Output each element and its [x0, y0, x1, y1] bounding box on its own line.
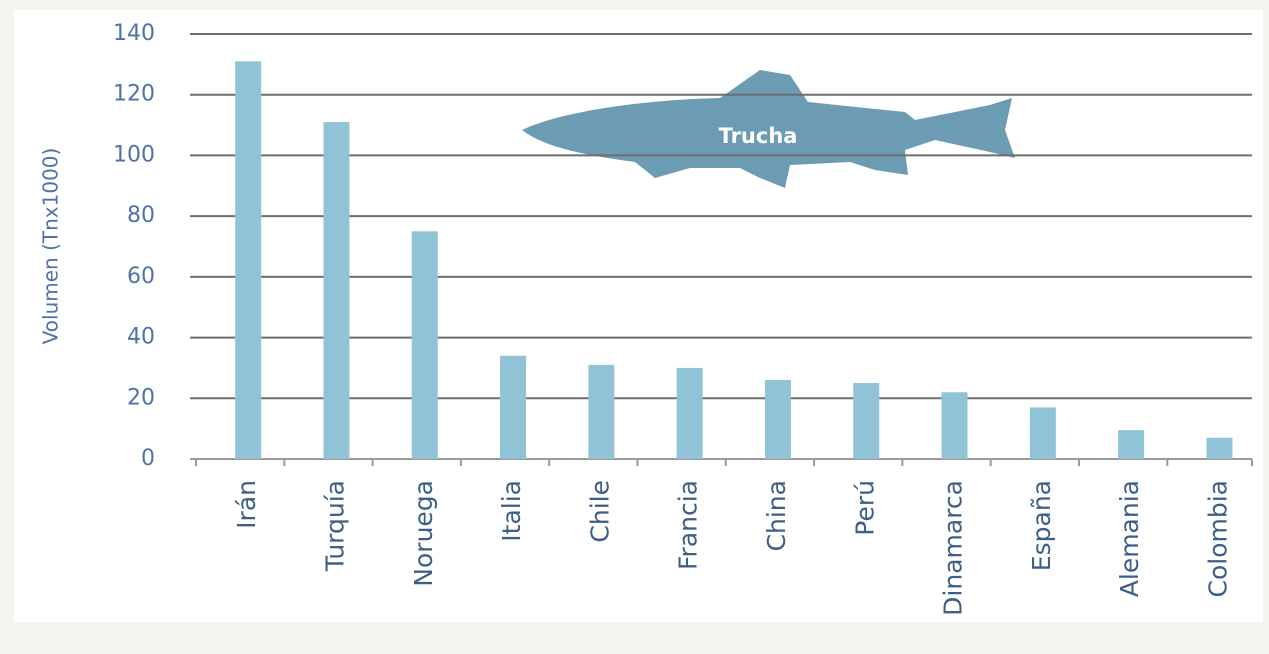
bar: [1029, 407, 1056, 459]
x-tick-label: Alemania: [1115, 480, 1144, 597]
x-tick-label: Turquía: [320, 480, 349, 572]
bar: [500, 355, 527, 459]
x-tick-label: Francia: [674, 480, 703, 570]
y-axis-label: Volumen (Tnx1000): [39, 148, 63, 345]
x-tick-label: Italia: [497, 480, 526, 542]
x-tick-label: Dinamarca: [939, 480, 968, 616]
y-tick-label: 120: [113, 82, 155, 107]
bar: [853, 383, 880, 459]
annotation-text: Trucha: [719, 124, 798, 148]
fish-shape: [522, 70, 1015, 188]
bar: [1206, 437, 1233, 459]
bar: [588, 364, 615, 459]
y-tick-label: 40: [127, 325, 155, 350]
y-tick-label: 80: [127, 203, 155, 228]
x-tick-label: Chile: [585, 480, 614, 543]
bar: [1118, 430, 1145, 459]
y-tick-label: 140: [113, 21, 155, 46]
bar: [676, 367, 703, 459]
y-tick-label: 100: [113, 142, 155, 167]
bar: [323, 122, 350, 460]
x-tick-label: Perú: [850, 480, 879, 536]
bar: [235, 61, 262, 459]
bar: [411, 231, 438, 459]
fish-annotation: Trucha: [522, 70, 1015, 188]
x-tick-label: Colombia: [1203, 480, 1232, 597]
y-tick-label: 0: [141, 446, 155, 471]
y-tick-label: 60: [127, 264, 155, 289]
plot-panel: [14, 10, 1263, 622]
bar: [941, 392, 968, 459]
x-tick-label: España: [1027, 480, 1056, 571]
x-tick-label: China: [762, 480, 791, 551]
x-tick-label: Noruega: [409, 480, 438, 587]
bar: [764, 380, 791, 459]
x-tick-label: Irán: [232, 480, 261, 529]
y-tick-label: 20: [127, 385, 155, 410]
